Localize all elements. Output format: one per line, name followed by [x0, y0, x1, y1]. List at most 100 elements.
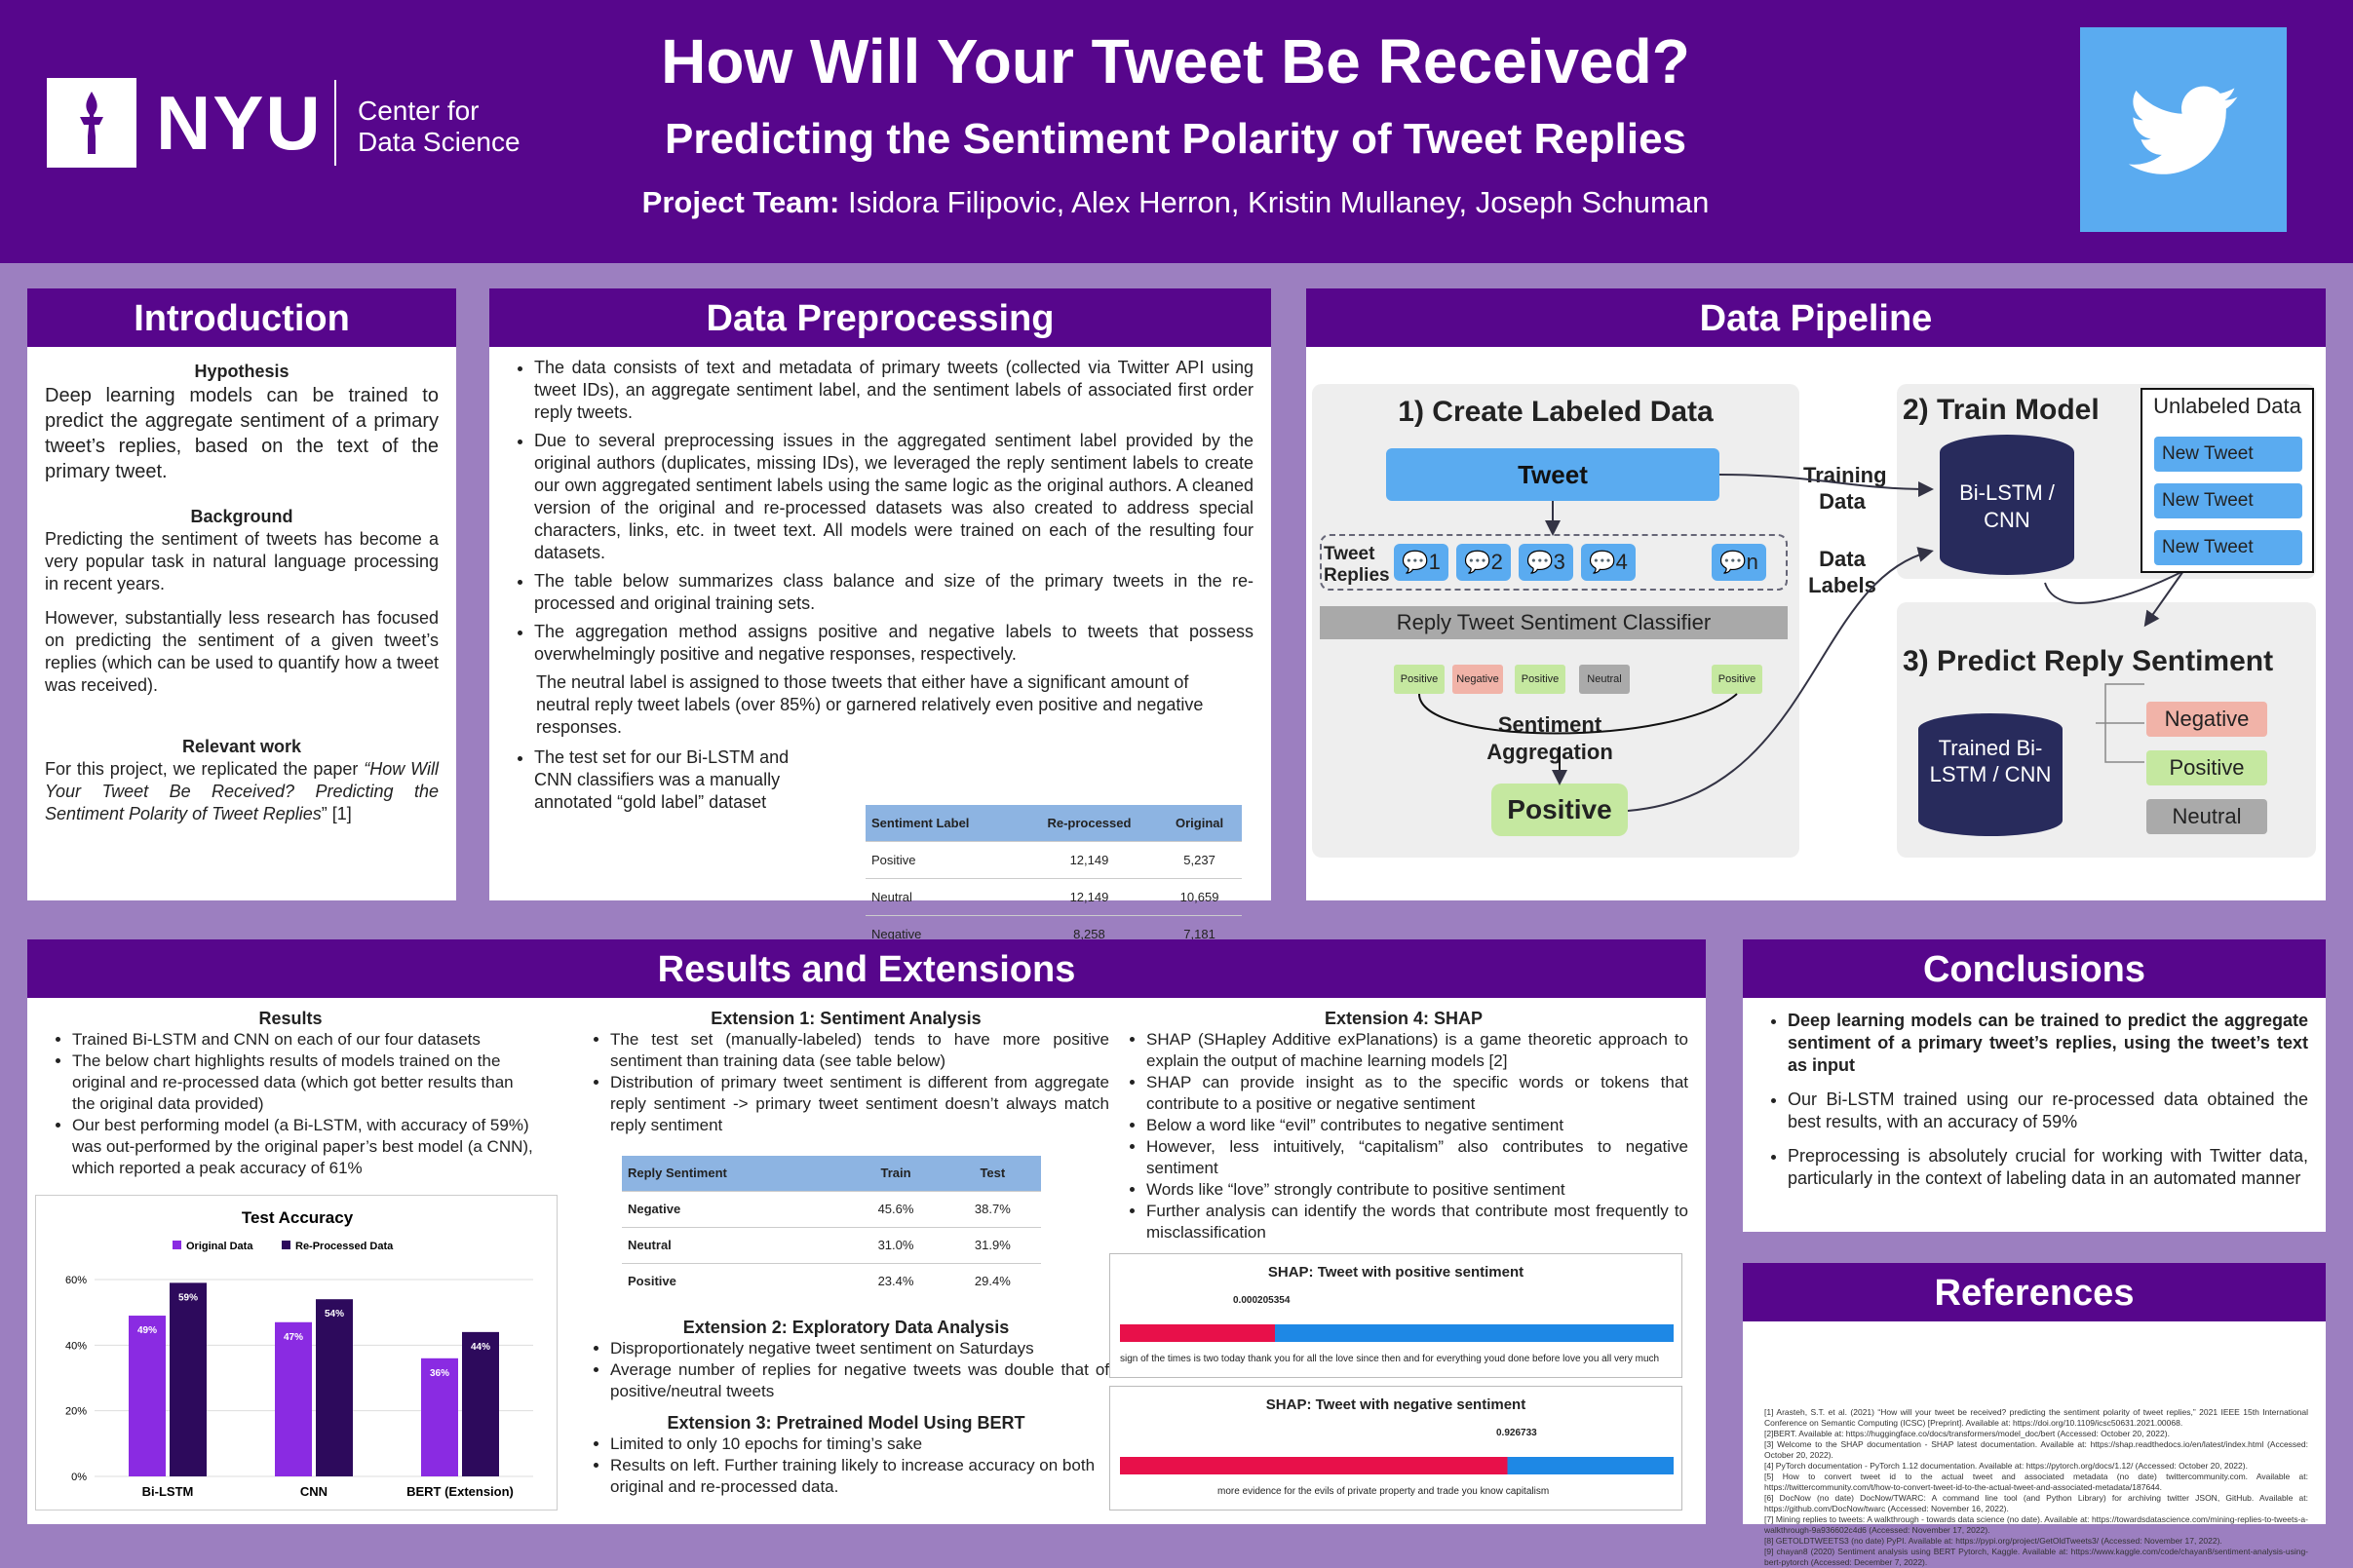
ext3-bullet: Results on left. Further training likely…	[610, 1455, 1109, 1498]
prep-bullet-3: The table below summarizes class balance…	[534, 570, 1254, 615]
cell: 23.4%	[847, 1263, 945, 1299]
prep-bullet-4: The aggregation method assigns positive …	[534, 621, 1254, 666]
ext4-heading: Extension 4: SHAP	[1324, 1009, 1484, 1028]
bar-value-label: 54%	[325, 1309, 344, 1319]
ext4-bullet: However, less intuitively, “capitalism” …	[1146, 1136, 1688, 1179]
prep-bullet-2: Due to several preprocessing issues in t…	[534, 430, 1254, 564]
reference-item: [1] Arasteh, S.T. et al. (2021) “How wil…	[1764, 1407, 2308, 1428]
pipeline-heading: Data Pipeline	[1306, 288, 2326, 347]
introduction-heading: Introduction	[27, 288, 456, 347]
shap-neg-force-bar	[1120, 1457, 1674, 1474]
replies-label: Tweet Replies	[1324, 544, 1390, 586]
cell: Neutral	[866, 878, 1022, 916]
shap-pos-force-bar	[1120, 1324, 1674, 1342]
shap-neg-value: 0.926733	[1496, 1428, 1537, 1438]
legend-swatch	[282, 1241, 290, 1249]
reply-2: 💬2	[1456, 544, 1511, 581]
ext2-heading: Extension 2: Exploratory Data Analysis	[682, 1318, 1010, 1337]
th-reproc: Re-processed	[1021, 805, 1158, 842]
th-label: Sentiment Label	[866, 805, 1022, 842]
conclusion-3: Preprocessing is absolutely crucial for …	[1788, 1145, 2308, 1190]
table-row: Neutral 12,149 10,659	[866, 878, 1242, 916]
reference-item: [2]BERT. Available at: https://huggingfa…	[1764, 1429, 2170, 1438]
table-row: Positive 23.4% 29.4%	[622, 1263, 1041, 1299]
twitter-bird-icon	[2080, 27, 2287, 232]
new-tweet-2: New Tweet	[2154, 483, 2302, 518]
cell: Positive	[622, 1263, 848, 1299]
model-cylinder: Bi-LSTM / CNN	[1940, 435, 2074, 575]
unlabeled-title: Unlabeled Data	[2153, 394, 2301, 418]
chart-title: Test Accuracy	[242, 1208, 354, 1227]
ext1-bullet: The test set (manually-labeled) tends to…	[610, 1029, 1109, 1072]
x-tick-label: Bi-LSTM	[142, 1484, 194, 1499]
conclusions-heading: Conclusions	[1743, 939, 2326, 998]
hypothesis-text: Deep learning models can be trained to p…	[45, 385, 439, 482]
stage-3-title: 3) Predict Reply Sentiment	[1903, 645, 2274, 677]
conclusion-2: Our Bi-LSTM trained using our re-process…	[1788, 1089, 2308, 1133]
x-tick-label: BERT (Extension)	[406, 1484, 514, 1499]
bar-bi-lstm-s1	[170, 1282, 207, 1476]
rw-c: ” [1]	[321, 804, 352, 823]
y-tick-label: 20%	[65, 1406, 87, 1418]
center-line1: Center for	[358, 96, 480, 126]
cell: 38.7%	[944, 1191, 1041, 1228]
table-row: Positive 12,149 5,237	[866, 841, 1242, 879]
shap-pos-value: 0.000205354	[1233, 1295, 1291, 1306]
poster-subtitle: Predicting the Sentiment Polarity of Twe…	[664, 115, 1687, 163]
shap-negative-figure: SHAP: Tweet with negative sentiment 0.92…	[1109, 1386, 1682, 1511]
bar-bi-lstm-s0	[129, 1316, 166, 1476]
nyu-torch-icon	[47, 78, 136, 168]
shap-pos-sentence: sign of the times is two today thank you…	[1120, 1354, 1660, 1364]
new-tweet-3: New Tweet	[2154, 530, 2302, 565]
conclusion-1: Deep learning models can be trained to p…	[1788, 1010, 2308, 1077]
cell: 12,149	[1021, 841, 1158, 879]
bar-cnn-s1	[316, 1299, 353, 1476]
ext4-bullet: SHAP can provide insight as to the speci…	[1146, 1072, 1688, 1115]
results-subheading: Results	[258, 1009, 323, 1028]
model-label: Bi-LSTM / CNN	[1959, 480, 2055, 532]
trained-label: Trained Bi-LSTM / CNN	[1929, 736, 2052, 786]
table-row: Negative 45.6% 38.7%	[622, 1191, 1041, 1228]
bar-value-label: 36%	[430, 1368, 449, 1379]
nt-label: New Tweet	[2162, 443, 2254, 464]
team-names: Isidora Filipovic, Alex Herron, Kristin …	[848, 185, 1710, 219]
relevant-work-text: For this project, we replicated the pape…	[45, 758, 439, 825]
results-panel: Results and Extensions Results Trained B…	[27, 939, 1706, 1524]
logo-divider	[334, 80, 336, 166]
ext1-bullet: Distribution of primary tweet sentiment …	[610, 1072, 1109, 1136]
label-positive-2: Positive	[1515, 665, 1565, 694]
label-neutral: Neutral	[1579, 665, 1630, 694]
th: Reply Sentiment	[622, 1156, 848, 1192]
ext4-bullet: Below a word like “evil” contributes to …	[1146, 1115, 1688, 1136]
preprocessing-heading: Data Preprocessing	[489, 288, 1271, 347]
reference-item: [5] How to convert tweet id to the actua…	[1764, 1472, 2308, 1492]
reply-num: 1	[1428, 550, 1441, 574]
classifier-bar: Reply Tweet Sentiment Classifier	[1320, 606, 1788, 639]
pipeline-panel: Data Pipeline 1) Create Labeled Data Twe…	[1306, 288, 2326, 900]
prep-bullet-6: The test set for our Bi-LSTM and CNN cla…	[534, 746, 819, 814]
tweet-box: Tweet	[1386, 448, 1719, 501]
introduction-panel: Introduction Hypothesis Deep learning mo…	[27, 288, 456, 900]
ext2-bullet: Average number of replies for negative t…	[610, 1359, 1109, 1402]
result-1: Trained Bi-LSTM and CNN on each of our f…	[72, 1029, 536, 1051]
cell: 5,237	[1157, 841, 1242, 879]
cell: Neutral	[622, 1227, 848, 1264]
prep-neutral-text: The neutral label is assigned to those t…	[536, 672, 1204, 737]
references-heading: References	[1743, 1263, 2326, 1321]
header: NYU Center for Data Science How Will Your…	[0, 0, 2353, 263]
table-header: Sentiment Label Re-processed Original	[866, 805, 1242, 842]
ext3-bullet: Limited to only 10 epochs for timing’s s…	[610, 1434, 1109, 1455]
y-tick-label: 60%	[65, 1275, 87, 1286]
background-text-1: Predicting the sentiment of tweets has b…	[45, 529, 439, 593]
y-tick-label: 40%	[65, 1340, 87, 1352]
stage-1-title: 1) Create Labeled Data	[1398, 396, 1714, 428]
label-positive-n: Positive	[1712, 665, 1762, 694]
reply-num: n	[1746, 550, 1758, 574]
accuracy-chart: Test Accuracy Original Data Re-Processed D…	[35, 1195, 558, 1511]
project-team: Project Team: Isidora Filipovic, Alex He…	[292, 185, 2059, 220]
reference-item: [7] Mining replies to tweets: A walkthro…	[1764, 1514, 2308, 1535]
th-orig: Original	[1157, 805, 1242, 842]
bar-value-label: 49%	[137, 1325, 157, 1336]
reference-item: [4] PyTorch documentation - PyTorch 1.12…	[1764, 1461, 2248, 1471]
cell: Positive	[866, 841, 1022, 879]
